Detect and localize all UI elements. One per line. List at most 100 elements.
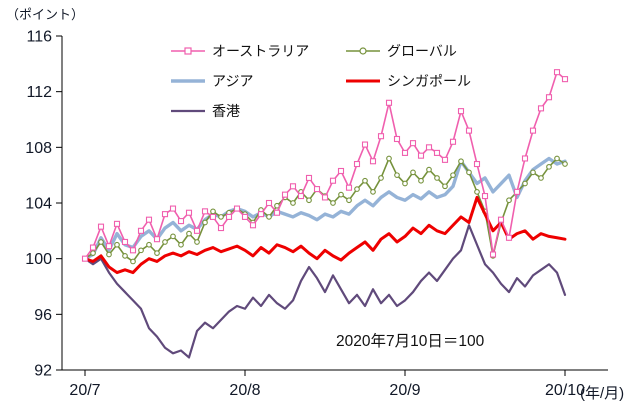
x-tick-label: 20/10 bbox=[545, 382, 585, 399]
marker-square bbox=[105, 243, 113, 250]
marker-square bbox=[193, 227, 201, 234]
legend-sample-hongkong bbox=[171, 109, 205, 113]
marker-circle bbox=[346, 197, 352, 204]
marker-square bbox=[497, 216, 505, 223]
y-tick-label: 100 bbox=[25, 251, 52, 268]
marker-circle bbox=[106, 251, 112, 258]
marker-square bbox=[385, 99, 393, 106]
marker-square bbox=[249, 222, 257, 229]
series-markers-australia bbox=[81, 69, 569, 262]
marker-circle bbox=[330, 200, 336, 206]
marker-square bbox=[241, 213, 249, 220]
marker-square bbox=[209, 213, 217, 220]
marker-square bbox=[297, 192, 305, 200]
marker-square bbox=[121, 238, 129, 246]
x-tick-label: 20/8 bbox=[229, 382, 260, 399]
marker-circle bbox=[426, 166, 432, 173]
marker-square bbox=[145, 216, 153, 223]
marker-circle bbox=[98, 239, 104, 245]
marker-square bbox=[489, 251, 497, 258]
marker-square bbox=[361, 141, 369, 148]
marker-square bbox=[449, 138, 457, 145]
legend: オーストラリア グローバルアジア シンガポール香港 bbox=[170, 36, 535, 126]
marker-circle bbox=[458, 158, 464, 165]
legend-label-singapore: シンガポール bbox=[387, 73, 471, 89]
legend-sample-singapore bbox=[346, 79, 380, 83]
legend-sample-australia bbox=[171, 47, 205, 55]
legend-label-asia: アジア bbox=[212, 73, 254, 89]
x-tick-label: 20/7 bbox=[69, 382, 100, 399]
marker-square bbox=[233, 205, 241, 212]
marker-circle bbox=[530, 169, 536, 176]
marker-circle bbox=[538, 175, 544, 181]
marker-square bbox=[81, 255, 89, 262]
y-axis-unit-label: （ポイント） bbox=[6, 7, 85, 22]
legend-label-hongkong: 香港 bbox=[212, 103, 240, 119]
marker-circle bbox=[194, 239, 200, 245]
marker-square bbox=[473, 160, 481, 168]
marker-square bbox=[137, 227, 145, 234]
marker-circle bbox=[354, 186, 360, 192]
y-tick-label: 104 bbox=[25, 196, 52, 213]
y-tick-label: 92 bbox=[34, 363, 52, 380]
marker-circle bbox=[474, 189, 480, 195]
marker-circle bbox=[146, 241, 152, 248]
marker-circle bbox=[266, 214, 272, 220]
marker-square bbox=[545, 94, 553, 101]
marker-square bbox=[353, 160, 361, 168]
marker-circle bbox=[290, 200, 296, 206]
marker-circle bbox=[186, 230, 192, 237]
marker-square bbox=[393, 135, 401, 143]
legend-marker-circle bbox=[359, 47, 367, 55]
marker-square bbox=[521, 155, 529, 162]
marker-circle bbox=[522, 180, 528, 187]
marker-circle bbox=[394, 172, 400, 179]
marker-circle bbox=[114, 241, 120, 248]
marker-square bbox=[289, 183, 297, 190]
marker-square bbox=[553, 69, 561, 76]
marker-square bbox=[113, 220, 121, 227]
marker-square bbox=[177, 218, 185, 225]
marker-circle bbox=[122, 253, 128, 259]
marker-square bbox=[169, 205, 177, 212]
marker-square bbox=[441, 156, 449, 163]
marker-circle bbox=[338, 191, 344, 198]
marker-square bbox=[329, 177, 337, 184]
series-line-asia bbox=[83, 156, 567, 261]
marker-square bbox=[409, 140, 417, 147]
marker-square bbox=[185, 209, 193, 216]
marker-square bbox=[161, 211, 169, 218]
y-tick-label: 116 bbox=[26, 29, 52, 46]
marker-square bbox=[457, 108, 465, 115]
marker-square bbox=[529, 127, 537, 134]
y-tick-label: 96 bbox=[34, 307, 52, 324]
legend-sample-global bbox=[346, 47, 380, 55]
marker-square bbox=[217, 225, 225, 232]
marker-circle bbox=[210, 208, 216, 215]
legend-label-global: グローバル bbox=[387, 43, 457, 59]
series-line-singapore bbox=[83, 195, 567, 275]
base-date-annotation: 2020年7月10日＝100 bbox=[336, 333, 485, 350]
legend-item-singapore: シンガポール bbox=[345, 71, 535, 91]
marker-square bbox=[201, 208, 209, 215]
marker-square bbox=[129, 247, 137, 254]
legend-item-global: グローバル bbox=[345, 41, 535, 61]
marker-square bbox=[505, 234, 513, 241]
legend-label-australia: オーストラリア bbox=[212, 43, 310, 59]
marker-circle bbox=[178, 241, 184, 248]
y-tick-label: 108 bbox=[25, 140, 52, 157]
marker-circle bbox=[162, 239, 168, 245]
marker-square bbox=[257, 211, 265, 218]
marker-square bbox=[417, 152, 425, 159]
marker-circle bbox=[170, 233, 176, 240]
marker-square bbox=[481, 192, 489, 200]
marker-square bbox=[273, 209, 281, 216]
marker-square bbox=[265, 199, 273, 207]
marker-circle bbox=[466, 169, 472, 176]
marker-circle bbox=[506, 197, 512, 204]
marker-square bbox=[153, 236, 161, 243]
marker-circle bbox=[154, 250, 160, 256]
marker-square bbox=[561, 76, 569, 83]
